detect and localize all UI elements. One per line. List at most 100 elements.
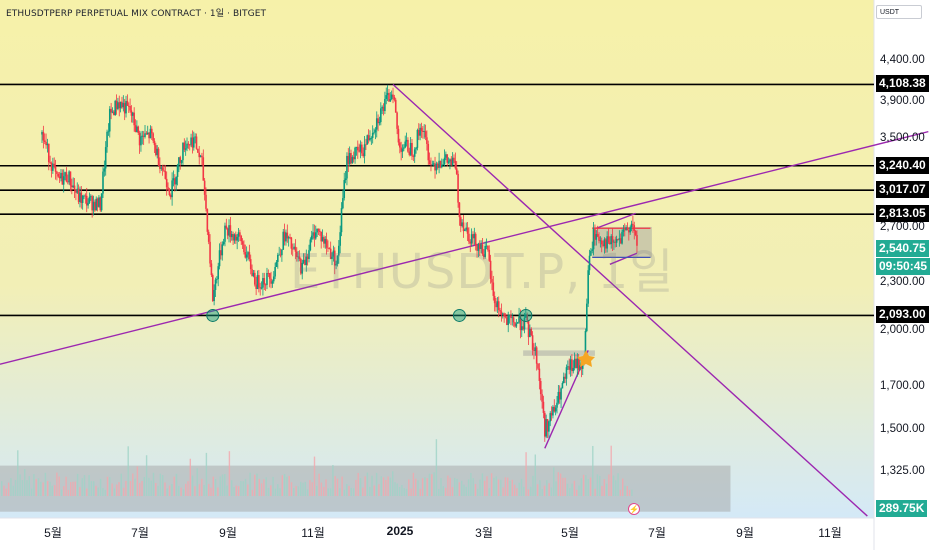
volume-bar	[421, 478, 424, 496]
candle-body	[520, 326, 523, 331]
candle-body	[180, 160, 183, 163]
candle-body	[599, 240, 602, 242]
currency-selector[interactable]: USDT	[876, 5, 922, 19]
volume-bar	[143, 477, 145, 496]
volume-bar	[295, 485, 297, 496]
candle-body	[113, 111, 115, 116]
volume-bar	[70, 482, 72, 496]
volume-bar	[449, 477, 451, 496]
candle-body	[348, 153, 351, 164]
volume-bar	[297, 486, 300, 496]
candle-body	[568, 366, 570, 370]
candle-body	[567, 366, 569, 368]
candle-body	[432, 163, 435, 165]
volume-bar	[484, 480, 486, 496]
volume-bar	[309, 480, 311, 496]
candle-body	[197, 148, 199, 153]
candle-body	[382, 106, 385, 112]
time-scale-background	[0, 518, 874, 550]
candle-body	[603, 239, 606, 247]
star-icon	[577, 350, 595, 367]
candle-body	[407, 139, 409, 152]
candle-body	[453, 157, 455, 161]
candle-body	[473, 233, 476, 239]
volume-bar	[396, 483, 398, 496]
candle-body	[478, 243, 481, 249]
candle-body	[65, 172, 68, 182]
candle-body	[165, 178, 168, 188]
candle-body	[157, 148, 160, 166]
volume-bar	[617, 473, 619, 496]
volume-bar	[502, 487, 504, 496]
candle-body	[179, 157, 182, 163]
volume-bar	[178, 485, 180, 496]
candle-body	[636, 234, 638, 246]
candle-body	[618, 238, 621, 240]
candle-body	[629, 227, 631, 233]
volume-bar	[323, 486, 325, 496]
volume-bar	[258, 478, 260, 496]
candle-body	[126, 101, 129, 106]
candle-body	[423, 131, 425, 132]
candle-body	[290, 237, 293, 249]
candle-body	[378, 121, 381, 124]
volume-bar	[251, 489, 254, 496]
candle-body	[256, 275, 259, 289]
candle-body	[412, 156, 415, 157]
volume-bar	[461, 480, 463, 496]
candle-body	[279, 254, 282, 256]
volume-bar	[440, 478, 442, 496]
volume-bar	[465, 486, 467, 496]
candle-body	[327, 247, 329, 249]
volume-bar	[615, 480, 617, 496]
candle-body	[354, 147, 356, 160]
level-price-badge: 3,017.07	[876, 181, 929, 199]
candle-body	[404, 141, 407, 148]
volume-bar	[343, 489, 346, 496]
volume-bar	[442, 486, 444, 496]
lightning-icon[interactable]: ⚡	[628, 503, 640, 515]
volume-bar	[401, 485, 403, 496]
candle-body	[534, 347, 537, 351]
volume-bar	[196, 468, 198, 496]
candle-body	[270, 278, 272, 284]
volume-bar	[152, 472, 155, 496]
candle-body	[413, 149, 416, 157]
candle-body	[470, 234, 473, 244]
candle-body	[207, 231, 210, 242]
volume-bar	[587, 479, 589, 496]
volume-bar	[306, 489, 309, 496]
volume-bar	[171, 484, 173, 496]
candle-body	[80, 192, 83, 203]
volume-bar	[226, 485, 228, 496]
candle-body	[518, 316, 520, 323]
volume-bar	[217, 487, 219, 496]
candle-body	[439, 160, 442, 168]
x-tick-label: 7월	[648, 526, 666, 540]
volume-bar	[624, 485, 626, 496]
volume-bar	[260, 483, 263, 496]
volume-bar	[359, 478, 362, 496]
candle-body	[420, 127, 423, 131]
candle-body	[363, 144, 366, 157]
volume-bar	[490, 473, 493, 496]
volume-bar	[444, 487, 447, 496]
candle-body	[419, 127, 421, 136]
candle-body	[304, 259, 306, 266]
volume-bar	[608, 474, 610, 496]
candle-body	[163, 170, 165, 172]
volume-bar	[10, 478, 12, 496]
volume-bar	[511, 479, 513, 496]
candle-body	[235, 234, 237, 241]
candle-body	[217, 266, 219, 280]
candle-body	[508, 315, 511, 316]
candle-body	[319, 230, 321, 232]
candle-body	[510, 315, 512, 318]
trendline-4	[596, 212, 636, 229]
candle-body	[598, 236, 600, 241]
volume-bar	[30, 488, 33, 496]
volume-bar	[486, 476, 488, 496]
candle-body	[71, 185, 73, 188]
candle-body	[350, 153, 352, 164]
volume-bar	[405, 488, 408, 496]
